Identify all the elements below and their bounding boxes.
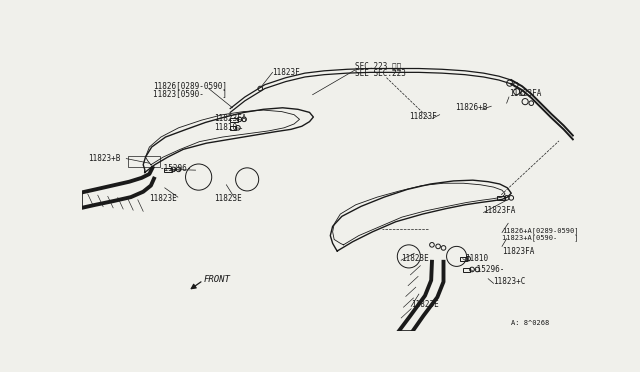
Text: 11823E: 11823E [214, 194, 242, 203]
Text: 11823+C: 11823+C [493, 277, 526, 286]
Text: SEE SEC.223: SEE SEC.223 [355, 70, 406, 78]
Bar [128, 155, 160, 167]
Text: 11810: 11810 [214, 122, 237, 132]
Bar [460, 257, 467, 261]
Bar [463, 268, 470, 272]
Text: 11823FA: 11823FA [509, 89, 541, 99]
Text: SEC.223 参照: SEC.223 参照 [355, 62, 401, 71]
Text: 11823E: 11823E [149, 194, 177, 203]
Text: 11823+B: 11823+B [88, 154, 120, 163]
Text: 11823F: 11823F [273, 68, 300, 77]
Text: 11823[0590-    ]: 11823[0590- ] [153, 89, 227, 97]
Text: 11826[0289-0590]: 11826[0289-0590] [153, 81, 227, 90]
Bar [164, 168, 172, 172]
Bar [230, 118, 238, 122]
Text: 11823E: 11823E [401, 254, 429, 263]
Text: 11823E: 11823E [411, 301, 439, 310]
Text: 11810: 11810 [465, 254, 488, 263]
Text: 11823FA: 11823FA [502, 247, 534, 256]
Bar [230, 126, 236, 130]
Text: 11826+B: 11826+B [455, 103, 488, 112]
Text: 11823FA: 11823FA [214, 114, 246, 123]
Text: 11826+A[0289-0590]: 11826+A[0289-0590] [502, 227, 579, 234]
Text: A: 8^0268: A: 8^0268 [511, 320, 550, 326]
Text: FRONT: FRONT [204, 275, 230, 284]
Text: 11823+A[0590-    ]: 11823+A[0590- ] [502, 234, 579, 241]
Text: -15296-: -15296- [473, 265, 505, 274]
Text: 11823F: 11823F [409, 112, 436, 121]
Text: -15296-: -15296- [160, 164, 193, 173]
Bar [497, 196, 505, 200]
Text: 11823FA: 11823FA [484, 206, 516, 215]
